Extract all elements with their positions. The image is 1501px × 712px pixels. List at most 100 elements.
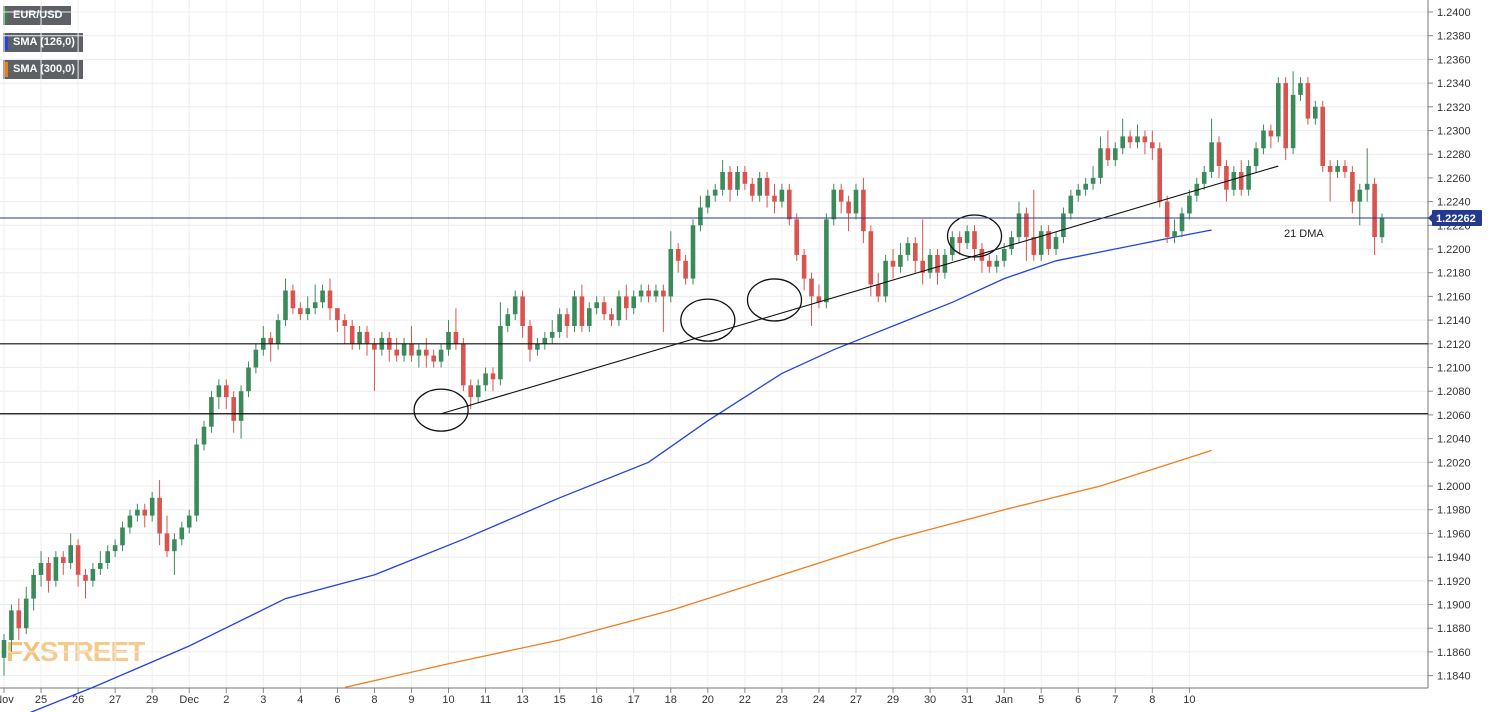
symbol-swatch — [5, 8, 8, 23]
candle-body — [1120, 136, 1125, 149]
candle-body — [1238, 172, 1244, 190]
y-tick-label: 1.1920 — [1437, 576, 1471, 588]
candle-body — [935, 254, 940, 273]
candle — [957, 231, 962, 255]
candle-body — [1157, 148, 1162, 202]
candle-body — [498, 326, 503, 380]
candle-body — [61, 557, 66, 563]
candle-body — [231, 397, 236, 421]
candle-body — [913, 243, 918, 261]
candle — [1305, 77, 1311, 125]
y-tick-label: 1.2100 — [1437, 363, 1471, 375]
candle-body — [98, 563, 103, 569]
candle-body — [105, 551, 110, 563]
candle-body — [327, 290, 333, 309]
candle — [238, 385, 244, 439]
candle — [720, 160, 725, 196]
candle-body — [1009, 237, 1014, 249]
candle-body — [201, 426, 207, 445]
candle-body — [1113, 148, 1118, 161]
candle — [1157, 142, 1162, 208]
candle-body — [942, 254, 948, 273]
y-tick-label: 1.2140 — [1437, 315, 1471, 327]
candle-body — [564, 314, 570, 326]
x-tick-label: 16 — [591, 694, 603, 706]
candle — [727, 166, 733, 202]
sma-126-swatch — [5, 35, 8, 50]
candle-body — [1305, 83, 1311, 119]
candle — [1172, 219, 1177, 244]
annotations: 21 DMA — [0, 165, 1428, 432]
candle — [416, 343, 422, 368]
candle — [950, 231, 955, 261]
legend-sma-126: SMA (126,0) — [3, 33, 83, 52]
last-price-badge — [1432, 209, 1482, 226]
candle — [216, 379, 222, 409]
y-tick-label: 1.2380 — [1437, 31, 1471, 43]
candle-body — [727, 172, 733, 190]
candle — [1357, 183, 1363, 226]
candle-body — [1179, 213, 1185, 232]
candle — [661, 284, 666, 332]
candle — [424, 337, 429, 368]
y-tick-label: 1.2000 — [1437, 481, 1471, 493]
candle — [1342, 160, 1348, 178]
candle — [1053, 231, 1059, 255]
candle-body — [898, 254, 903, 267]
y-tick-label: 1.2280 — [1437, 149, 1471, 161]
candle-body — [172, 539, 177, 552]
candle-body — [157, 497, 162, 534]
candle-body — [675, 249, 681, 261]
candle — [149, 491, 155, 522]
candle-body — [1046, 231, 1051, 249]
candle — [1150, 130, 1155, 161]
x-tick-label: 30 — [924, 694, 936, 706]
candle — [16, 598, 22, 641]
candle-body — [1335, 166, 1340, 172]
candle-body — [542, 337, 548, 344]
x-tick-label: 17 — [628, 694, 640, 706]
candle-body — [446, 331, 451, 350]
y-tick-label: 1.1980 — [1437, 505, 1471, 517]
sma-300-label: SMA (300,0) — [13, 63, 75, 75]
candle-body — [320, 290, 325, 303]
candle-body — [1253, 148, 1259, 167]
y-tick-label: 1.1960 — [1437, 528, 1471, 540]
candle — [675, 243, 681, 273]
x-axis: Nov25262729Dec23468910111315161718202223… — [0, 687, 1428, 706]
candle — [1142, 130, 1148, 155]
candle-body — [905, 243, 911, 255]
candle-body — [431, 355, 436, 362]
candle — [75, 539, 81, 587]
candle-body — [1261, 130, 1266, 149]
candle — [135, 503, 140, 522]
y-axis: 1.2400 1.2380 1.2360 1.2340 1.2320 1.2300 1.22… — [1427, 0, 1471, 688]
candle — [572, 290, 577, 332]
candle-body — [646, 290, 651, 297]
candle — [53, 551, 59, 587]
candle — [194, 438, 199, 522]
candle — [594, 296, 599, 315]
candle-body — [1150, 142, 1155, 149]
candle — [520, 290, 525, 338]
candle-body — [1024, 213, 1029, 238]
candle — [127, 509, 133, 534]
candle-body — [461, 343, 466, 386]
legend-sma-300: SMA (300,0) — [3, 60, 83, 79]
x-tick-label: 27 — [850, 694, 862, 706]
candle-body — [1083, 183, 1088, 190]
candle — [305, 296, 311, 321]
candle-body — [616, 296, 622, 321]
candle — [298, 302, 303, 321]
candle — [268, 331, 273, 362]
x-tick-label: Nov — [0, 694, 14, 706]
sma-126-label: SMA (126,0) — [13, 36, 75, 48]
candle-body — [920, 260, 925, 273]
candle-body — [349, 326, 355, 344]
x-tick-label: 5 — [1038, 694, 1044, 706]
candle — [868, 225, 874, 297]
candle-body — [1172, 231, 1177, 238]
candle-body — [438, 349, 444, 362]
candle-body — [950, 237, 955, 255]
candle-body — [1076, 189, 1081, 196]
